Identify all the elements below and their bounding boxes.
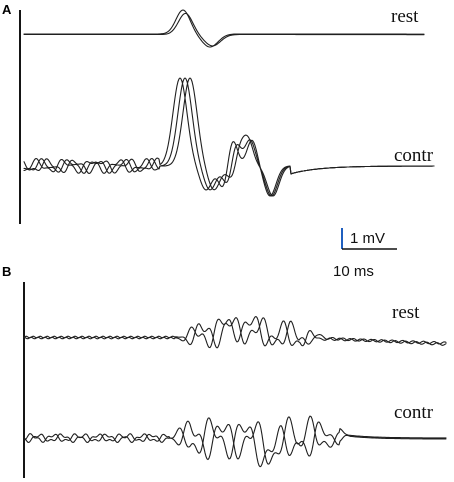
panel-b-rest-traces [23,315,447,349]
panel-b-contr-traces [23,415,447,468]
panel-a-rest-label: rest [391,6,419,27]
panel-b-contr-sweep-2 [23,415,447,468]
panel-a-label: A [2,2,12,17]
panel-b-contr-sweep-1 [23,416,447,465]
panel-a-contr-sweep-3 [23,77,435,197]
scale-bar-voltage-label: 1 mV [350,230,385,247]
panel-b-label: B [2,264,11,279]
panel-a-rest-sweep-2 [23,12,425,47]
panel-b-rest-sweep-1 [23,317,447,349]
scale-bar-time-label: 10 ms [333,263,374,280]
panel-b-rest-label: rest [392,302,420,323]
panel-a-contr-sweep-2 [23,77,435,197]
panel-b-contr-label: contr [394,402,434,423]
panel-a-contr-label: contr [394,145,434,166]
panel-a: A rest contr [2,2,435,224]
panel-a-rest-sweep-1 [23,9,425,48]
panel-b-rest-sweep-2 [23,315,447,349]
panel-a-contr-traces [23,77,435,197]
scale-bar: 1 mV 10 ms [333,228,397,280]
panel-b: B rest contr [2,264,447,478]
panel-a-rest-traces [23,9,425,48]
